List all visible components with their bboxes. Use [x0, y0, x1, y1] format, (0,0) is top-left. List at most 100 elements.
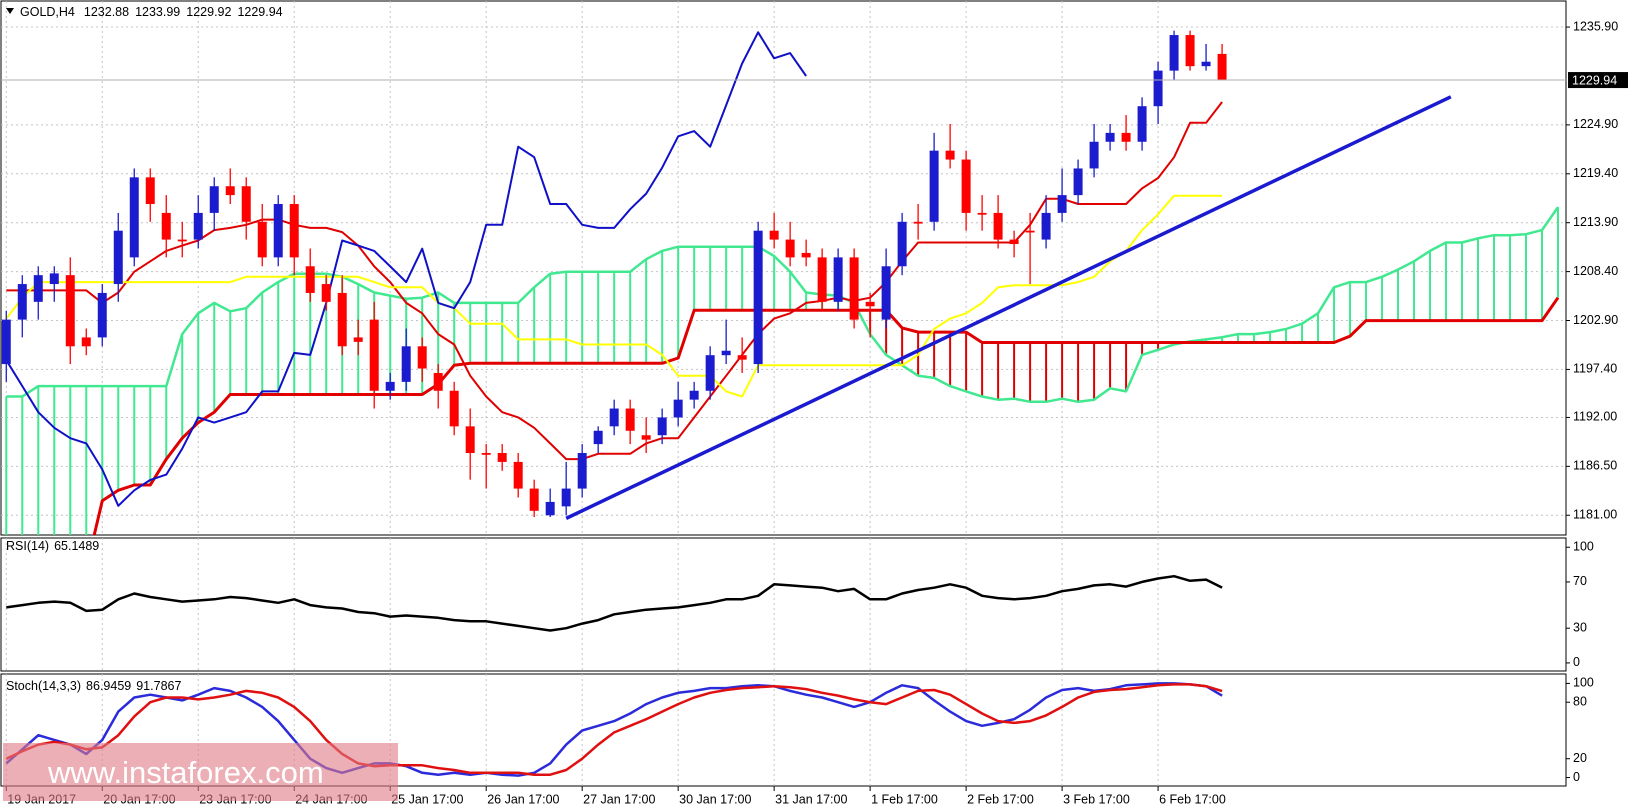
- x-tick-label: 1 Feb 17:00: [871, 792, 938, 806]
- x-tick-label: 2 Feb 17:00: [967, 792, 1034, 806]
- candle-body: [817, 257, 827, 302]
- candle-body: [785, 239, 795, 258]
- candle-body: [145, 177, 155, 205]
- candle-body: [1169, 35, 1179, 71]
- candle-body: [449, 390, 459, 427]
- last-close: 1229.94: [237, 5, 282, 19]
- candle-body: [609, 408, 619, 427]
- price-panel-frame: [0, 0, 1567, 536]
- candle-body: [81, 337, 91, 347]
- candle-body: [129, 177, 139, 258]
- candle-body: [97, 292, 107, 338]
- data-layer: [1, 30, 1566, 535]
- data-layer: [5, 682, 1223, 777]
- x-tick-label: 6 Feb 17:00: [1159, 792, 1226, 806]
- candle-body: [993, 212, 1003, 240]
- stoch-title: Stoch(14,3,3): [6, 679, 81, 693]
- trend-line: [565, 95, 1452, 520]
- candle-body: [481, 453, 491, 455]
- candle-body: [305, 266, 315, 293]
- candle-body: [1217, 53, 1227, 81]
- last-high: 1233.99: [135, 5, 180, 19]
- candle-body: [161, 212, 171, 240]
- y-tick-label: 1192.00: [1573, 410, 1617, 424]
- last-price-box: [1568, 72, 1628, 89]
- candle-body: [369, 319, 379, 391]
- candle-body: [1105, 132, 1115, 142]
- stoch-main-current: 86.9459: [86, 679, 131, 693]
- y-tick-label: 1219.40: [1573, 166, 1618, 180]
- y-tick-label: 20: [1573, 751, 1587, 765]
- candle-body: [801, 252, 811, 258]
- candle-body: [1185, 35, 1195, 67]
- candle-body: [593, 430, 603, 445]
- candle-body: [257, 221, 267, 258]
- x-tick-label: 3 Feb 17:00: [1063, 792, 1130, 806]
- candle-body: [721, 350, 731, 356]
- y-tick-label: 80: [1573, 695, 1587, 709]
- candle-body: [353, 337, 363, 342]
- menu-arrow[interactable]: [6, 8, 14, 14]
- rsi-header: RSI(14) 65.1489: [6, 539, 99, 553]
- data-layer: [6, 574, 1223, 632]
- candle-body: [33, 275, 43, 302]
- candle-body: [433, 372, 443, 391]
- candle-body: [577, 453, 587, 489]
- candle-body: [1121, 132, 1131, 142]
- indicator-line: [5, 683, 1223, 776]
- x-tick-label: 31 Jan 17:00: [775, 792, 847, 806]
- candle-body: [961, 159, 971, 213]
- candle-body: [977, 212, 987, 215]
- candle-body: [1057, 195, 1067, 213]
- senkou-span-b: [92, 296, 1560, 535]
- rsi-panel-frame: [0, 537, 1567, 672]
- candle-body: [673, 399, 683, 418]
- watermark: www.instaforex.com: [47, 755, 324, 790]
- y-tick-label: 1181.00: [1573, 508, 1617, 522]
- stoch-panel-frame: [0, 673, 1567, 787]
- candle-body: [497, 453, 507, 462]
- candle-body: [1089, 141, 1099, 169]
- candle-body: [17, 284, 27, 320]
- candle-body: [1137, 106, 1147, 142]
- candle-body: [529, 488, 539, 511]
- last-low: 1229.92: [186, 5, 231, 19]
- y-tick-label: 1186.50: [1573, 459, 1617, 473]
- candle-body: [193, 212, 203, 240]
- candle-body: [913, 221, 923, 224]
- candle-body: [945, 150, 955, 160]
- y-tick-label: 70: [1573, 574, 1587, 588]
- candle-body: [561, 488, 571, 507]
- y-tick-label: 1208.40: [1573, 264, 1618, 278]
- indicator-line: [6, 574, 1223, 632]
- candle-body: [849, 257, 859, 320]
- y-tick-label: 0: [1573, 655, 1580, 669]
- candle-body: [545, 501, 555, 516]
- candle-body: [769, 230, 779, 240]
- candle-body: [753, 230, 763, 365]
- candle-body: [465, 426, 475, 454]
- stoch-header: Stoch(14,3,3) 86.9459 91.7867: [6, 679, 181, 693]
- candle-body: [1201, 61, 1211, 67]
- x-tick-label: 30 Jan 17:00: [679, 792, 751, 806]
- candle-body: [401, 346, 411, 382]
- candle-body: [689, 390, 699, 400]
- candle-body: [1041, 212, 1051, 240]
- candle-body: [65, 275, 75, 347]
- grid-layer: [5, 538, 1159, 671]
- rsi-title: RSI(14): [6, 539, 49, 553]
- candle-body: [1073, 168, 1083, 196]
- indicator-line: [6, 101, 1223, 461]
- rsi-current: 65.1489: [54, 539, 99, 553]
- y-tick-label: 1213.90: [1573, 215, 1618, 229]
- indicator-line: [5, 31, 807, 507]
- candle-body: [833, 257, 843, 302]
- candle-body: [273, 204, 283, 258]
- y-tick-label: 1224.90: [1573, 117, 1618, 131]
- last-open: 1232.88: [84, 5, 129, 19]
- indicator-line: [5, 682, 1223, 777]
- candle-body: [513, 461, 523, 489]
